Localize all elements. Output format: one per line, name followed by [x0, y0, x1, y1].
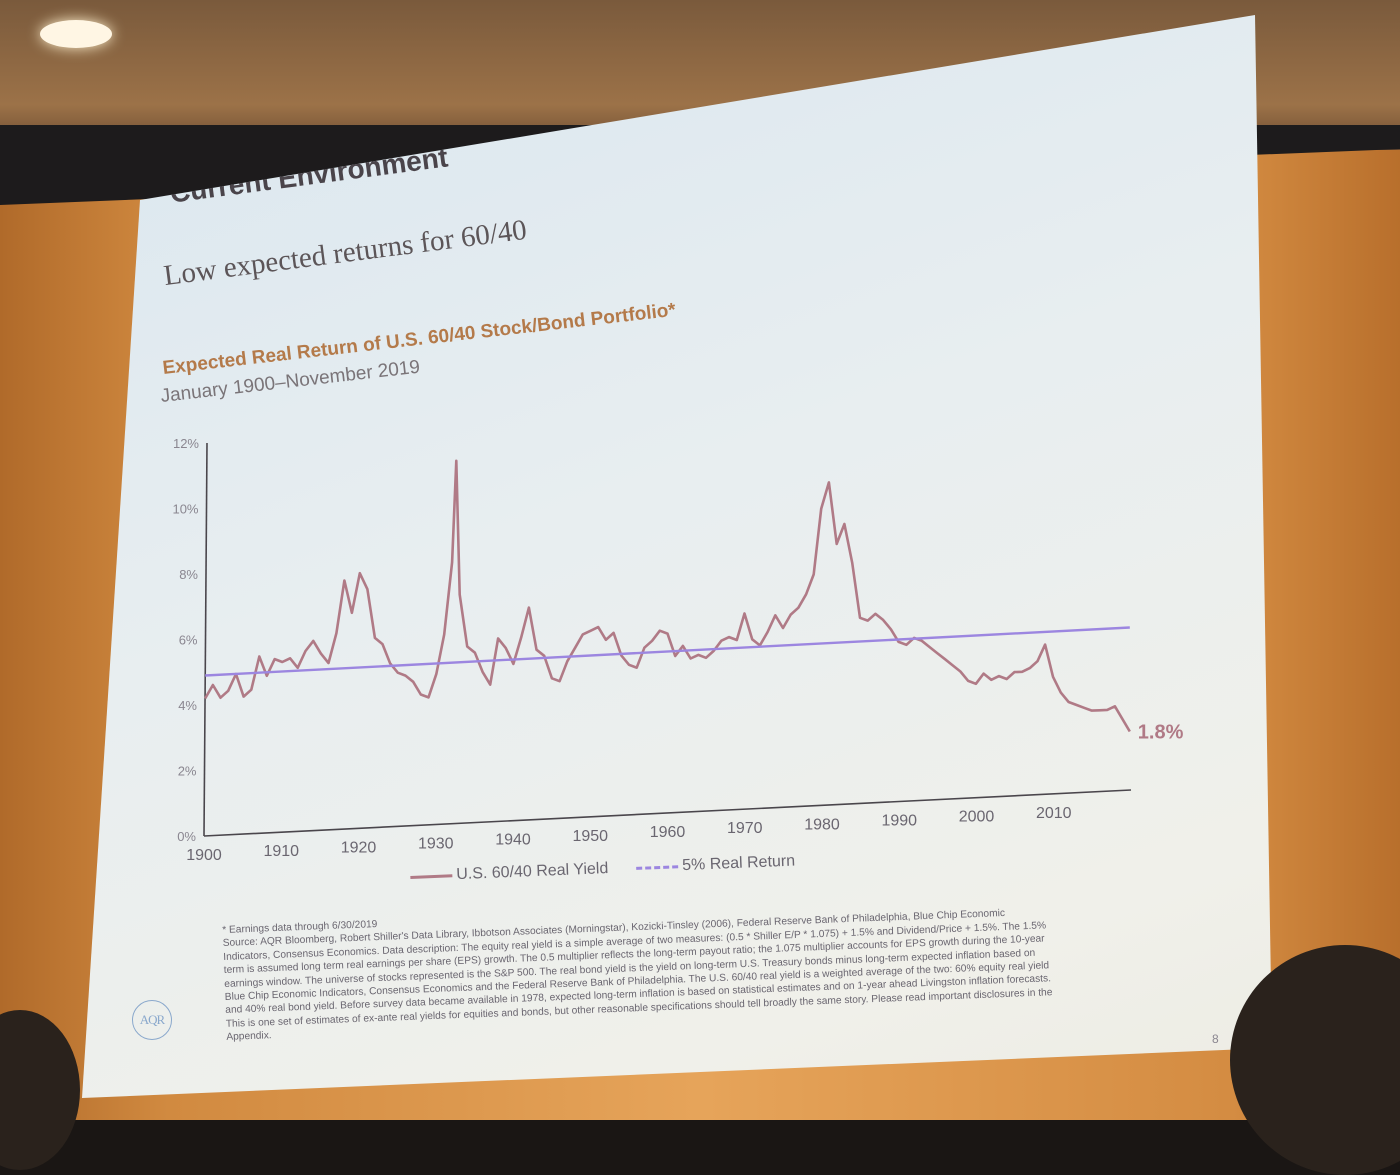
projection-screen: Current Environment Low expected returns…	[82, 15, 1272, 1098]
x-tick-label: 1910	[263, 843, 299, 860]
x-tick-label: 1900	[186, 847, 222, 864]
y-tick-label: 8%	[179, 567, 198, 582]
line-chart: 0% 2% 4% 6% 8% 10% 12% 1900 1910 1920 1930 1940 1950…	[172, 436, 1184, 864]
legend-swatch-solid	[410, 873, 453, 879]
y-tick-label: 10%	[172, 502, 198, 517]
y-axis-line	[203, 442, 208, 837]
y-tick-label: 4%	[178, 698, 197, 713]
x-tick-label: 1980	[804, 816, 840, 833]
series-line-real-yield	[203, 459, 1131, 733]
x-tick-label: 1920	[341, 839, 377, 856]
series-line-real-return	[205, 626, 1130, 677]
x-tick-label: 1930	[418, 836, 454, 853]
y-tick-label: 2%	[178, 764, 197, 779]
x-tick-label: 1950	[572, 828, 608, 845]
end-value-label: 1.8%	[1138, 722, 1184, 744]
aqr-logo: AQR	[132, 1000, 172, 1040]
x-axis-line	[203, 789, 1132, 837]
ceiling-light	[40, 20, 112, 48]
y-tick-label: 12%	[173, 436, 199, 451]
x-tick-label: 2010	[1036, 805, 1072, 822]
x-tick-label: 1960	[650, 824, 686, 841]
x-tick-label: 1990	[881, 813, 917, 830]
x-tick-label: 1940	[495, 832, 531, 849]
slide: Current Environment Low expected returns…	[132, 141, 1219, 1046]
x-tick-label: 2000	[959, 809, 995, 826]
legend-swatch-dashed	[636, 864, 679, 870]
y-tick-label: 6%	[179, 633, 198, 648]
page-number: 8	[1212, 1032, 1219, 1046]
y-tick-label: 0%	[177, 829, 196, 844]
x-tick-label: 1970	[727, 820, 763, 837]
